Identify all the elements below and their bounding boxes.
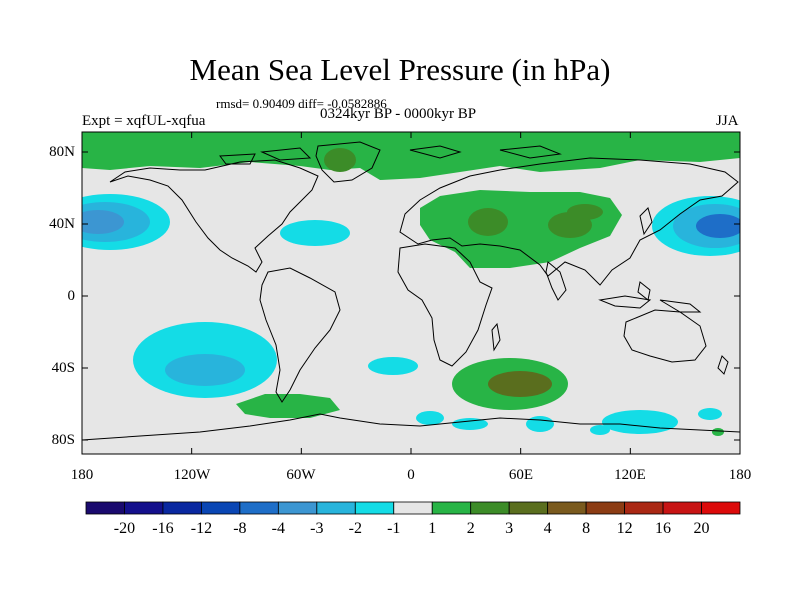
lon-label-60e: 60E [508, 467, 534, 483]
pacific-west-low-core [82, 210, 124, 234]
colorbar-label: 20 [693, 520, 710, 537]
colorbar-label: 12 [616, 520, 633, 537]
colorbar-swatch [354, 501, 395, 515]
arctic-positive-region [82, 132, 740, 180]
colorbar-swatch [585, 501, 625, 515]
lon-label-60w: 60W [286, 467, 316, 483]
anomaly-fields [82, 132, 740, 436]
antarctic-patch-5 [698, 408, 722, 420]
lon-label-0: 0 [407, 467, 415, 483]
colorbar-label: 8 [582, 520, 591, 537]
lon-label-120w: 120W [173, 467, 211, 483]
antarctic-patch-6 [712, 428, 724, 436]
antarctic-patch-1 [416, 411, 444, 425]
map-title: Mean Sea Level Pressure (in hPa) [189, 52, 611, 87]
lon-label-180e: 180 [728, 467, 752, 483]
coastlines [82, 141, 740, 441]
antarctic-patch-4 [602, 410, 678, 434]
antarctic-patch-7 [590, 425, 610, 435]
colorbar-swatch [277, 501, 318, 515]
colorbar-swatch [508, 501, 549, 515]
colorbar-label: -3 [310, 520, 324, 537]
experiment-label: Expt = xqfUL-xqfua [82, 113, 206, 129]
antarctic-patch-2 [452, 418, 488, 430]
colorbar-label: -1 [387, 520, 401, 537]
axis-ticks [81, 132, 741, 454]
colorbar-label: 16 [655, 520, 672, 537]
colorbar-swatch [393, 501, 433, 515]
colorbar-label: 1 [428, 520, 437, 537]
colorbar-swatch [470, 501, 510, 515]
lon-label-120e: 120E [614, 467, 646, 483]
lon-label-180w: 180 [70, 467, 94, 483]
colorbar-label: 3 [505, 520, 514, 537]
antarctic-patch-3 [526, 416, 554, 432]
south-atlantic-low [368, 357, 418, 375]
colorbar-swatch [431, 501, 472, 515]
lat-label-80s: 80S [51, 432, 75, 448]
period-subtitle: 0324kyr BP - 0000kyr BP [320, 106, 477, 122]
south-indian-core [488, 371, 552, 397]
greenland-high [324, 148, 356, 172]
lat-label-80n: 80N [49, 144, 75, 160]
colorbar-swatch [662, 501, 702, 515]
map-background [82, 132, 740, 454]
colorbar-swatch [316, 501, 356, 515]
atlantic-north-low [280, 220, 350, 246]
season-label: JJA [716, 113, 739, 129]
colorbar-label: -4 [271, 520, 285, 537]
colorbar-label: -16 [152, 520, 174, 537]
colorbar-label: -20 [113, 520, 136, 537]
colorbar-swatch [547, 501, 587, 515]
colorbar-label: -12 [190, 520, 213, 537]
colorbar [85, 501, 741, 515]
colorbar-swatch [124, 501, 164, 515]
colorbar-swatch [162, 501, 202, 515]
colorbar-swatch [239, 501, 279, 515]
colorbar-swatch [201, 501, 241, 515]
lat-label-40s: 40S [51, 360, 75, 376]
colorbar-label: 2 [466, 520, 475, 537]
colorbar-swatch [624, 501, 664, 515]
south-pacific-low-core [165, 354, 245, 386]
colorbar-label: -8 [233, 520, 247, 537]
drake-positive-region [236, 394, 340, 418]
eurasia-core-north [567, 204, 603, 220]
eurasia-core-west [468, 208, 508, 236]
stats-subtitle: rmsd= 0.90409 diff= -0.0582886 [216, 96, 387, 111]
colorbar-label: 4 [543, 520, 552, 537]
pacific-east-low-core [696, 214, 740, 238]
colorbar-label: -2 [348, 520, 362, 537]
colorbar-swatch [701, 501, 741, 515]
lat-label-0: 0 [67, 288, 76, 304]
colorbar-swatch [85, 501, 125, 515]
lat-label-40n: 40N [49, 216, 75, 232]
